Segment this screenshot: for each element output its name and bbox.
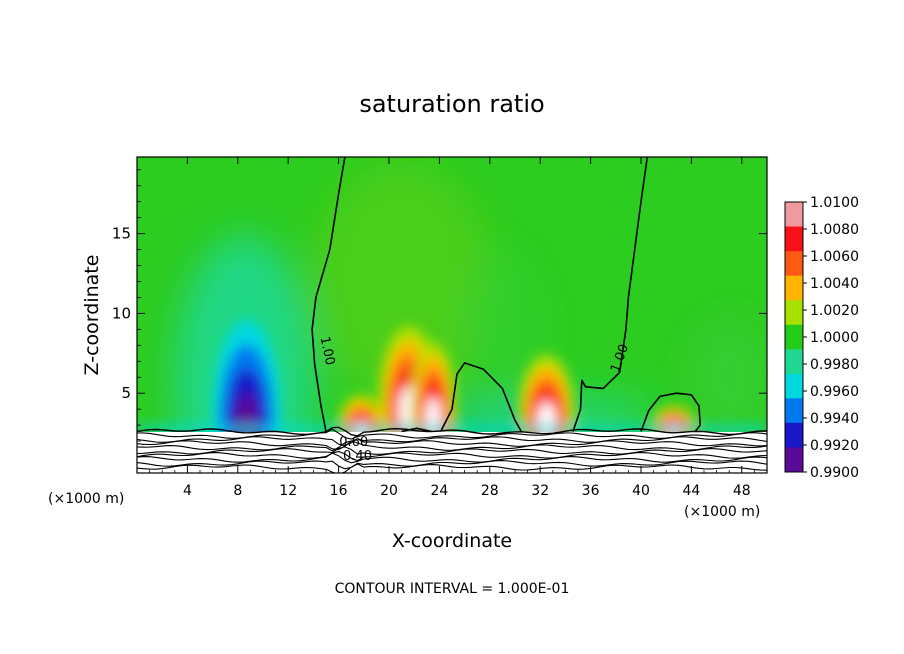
- contour-line-1-00: [311, 157, 346, 432]
- ground-contour-line: [137, 450, 767, 462]
- x-axis: 4 8 12 16 20 24 28 32 36 40 44 48: [149, 157, 755, 499]
- colorbar-swatch: [785, 275, 803, 301]
- y-tick-label: 10: [112, 304, 131, 322]
- x-tick-label: 16: [330, 483, 348, 499]
- ground-contour-line: [137, 460, 767, 470]
- contour-label: 1.00: [317, 335, 338, 366]
- colorbar-swatch: [785, 226, 803, 252]
- x-tick-label: 20: [380, 483, 398, 499]
- field-shading: [137, 161, 767, 433]
- hotspot-0-ring-3: [233, 393, 260, 433]
- shade-moist-plume: [311, 161, 492, 402]
- colorbar-label: 1.0000: [810, 330, 859, 346]
- x-tick-label: 12: [279, 483, 297, 499]
- x-tick-label: 36: [582, 483, 600, 499]
- y-tick-label: 5: [121, 384, 131, 402]
- y-axis-label: Z-coordinate: [81, 255, 103, 376]
- chart-title: saturation ratio: [359, 90, 544, 118]
- x-tick-label: 48: [733, 483, 751, 499]
- x-tick-label: 4: [183, 483, 192, 499]
- colorbar-swatch: [785, 300, 803, 326]
- x-tick-label: 44: [682, 483, 700, 499]
- colorbar-swatch: [785, 398, 803, 424]
- ground-contour-line: [137, 452, 767, 464]
- colorbar-swatch: [785, 349, 803, 375]
- x-unit-right: (×1000 m): [684, 504, 760, 520]
- shade-ground-band: [137, 425, 767, 433]
- y-tick-label: 15: [112, 225, 131, 243]
- colorbar-label: 0.9920: [810, 438, 859, 454]
- hotspot-3-ring-4: [425, 396, 441, 433]
- contour-label: 0.40: [343, 449, 372, 464]
- colorbar-label: 1.0080: [810, 222, 859, 238]
- x-tick-label: 28: [481, 483, 499, 499]
- colorbar-swatch: [785, 373, 803, 399]
- ground-contour-line: [137, 438, 767, 451]
- ground-contour-line: [137, 446, 767, 455]
- contour-interval-note: CONTOUR INTERVAL = 1.000E-01: [335, 581, 570, 597]
- x-tick-label: 32: [531, 483, 549, 499]
- colorbar-label: 0.9960: [810, 384, 859, 400]
- ground-contours: [137, 426, 767, 473]
- x-tick-label: 40: [632, 483, 650, 499]
- colorbar-label: 0.9900: [810, 465, 859, 481]
- x-axis-label: X-coordinate: [392, 530, 512, 552]
- ground-contour-line: [137, 426, 767, 437]
- colorbar-label: 0.9980: [810, 357, 859, 373]
- y-axis: 5 10 15: [112, 169, 767, 458]
- x-unit-left: (×1000 m): [48, 491, 124, 507]
- colorbar-label: 1.0020: [810, 303, 859, 319]
- contour-line-1-00: [572, 157, 649, 432]
- colorbar-swatch: [785, 324, 803, 350]
- colorbar-swatch: [785, 202, 803, 228]
- x-tick-label: 24: [430, 483, 448, 499]
- colorbar: 1.0100 1.0080 1.0060 1.0040 1.0020 1.0000 0.99…: [784, 195, 859, 481]
- ground-contour-line: [137, 436, 767, 447]
- colorbar-swatch: [785, 251, 803, 277]
- contour-line-1-00: [439, 362, 522, 432]
- contour-line-1-00: [640, 392, 701, 432]
- contour-lines: [311, 157, 701, 433]
- colorbar-label: 0.9940: [810, 411, 859, 427]
- colorbar-swatch: [785, 447, 803, 473]
- plot-area: 1.00 1.000.600.40: [137, 157, 767, 473]
- colorbar-label: 1.0060: [810, 249, 859, 265]
- ground-contour-line: [137, 440, 767, 452]
- colorbar-label: 1.0040: [810, 276, 859, 292]
- colorbar-label: 1.0100: [810, 195, 859, 211]
- contour-line-1-00: [401, 427, 432, 433]
- shade-edge: [689, 317, 767, 433]
- ground-contour-line: [137, 463, 767, 473]
- colorbar-swatch: [785, 422, 803, 448]
- x-tick-label: 8: [233, 483, 242, 499]
- contour-label: 0.60: [339, 435, 368, 450]
